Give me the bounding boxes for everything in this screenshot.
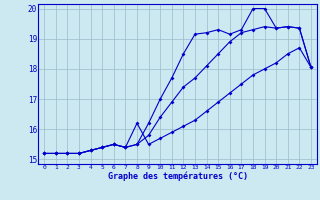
X-axis label: Graphe des températures (°C): Graphe des températures (°C): [108, 172, 248, 181]
